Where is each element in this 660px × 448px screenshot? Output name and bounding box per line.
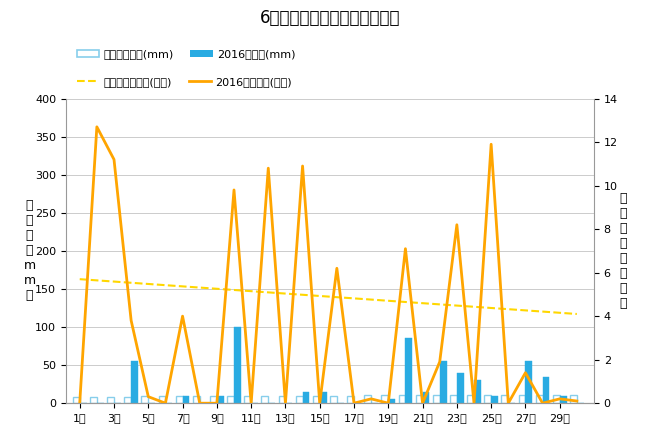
2016日照時間(時間): [401, 246, 409, 251]
2016日照時間(時間): [487, 142, 495, 147]
Bar: [261, 396, 268, 403]
Bar: [302, 392, 310, 403]
Y-axis label: 降
水
量
（
m
m
）: 降 水 量 （ m m ）: [24, 199, 36, 302]
2016日照時間(時間): [76, 401, 84, 406]
2016日照時間(時間): [453, 222, 461, 228]
2016日照時間(時間): [264, 165, 272, 171]
Bar: [227, 396, 234, 403]
Bar: [433, 395, 440, 403]
Bar: [158, 396, 166, 403]
2016日照時間(時間): [521, 370, 529, 375]
Bar: [440, 361, 447, 403]
Bar: [107, 397, 114, 403]
Bar: [399, 395, 405, 403]
2016日照時間(時間): [93, 124, 101, 129]
Bar: [474, 380, 481, 403]
2016日照時間(時間): [196, 401, 204, 406]
Text: 6月降水量・日照時間（日別）: 6月降水量・日照時間（日別）: [260, 9, 400, 27]
Bar: [124, 397, 131, 403]
2016日照時間(時間): [213, 401, 221, 406]
2016日照時間(時間): [418, 401, 426, 406]
Bar: [519, 395, 525, 403]
2016日照時間(時間): [367, 396, 375, 401]
2016日照時間(時間): [281, 401, 289, 406]
Bar: [422, 392, 430, 403]
Bar: [176, 396, 183, 403]
Bar: [90, 397, 97, 403]
Bar: [217, 396, 224, 403]
2016日照時間(時間): [127, 318, 135, 323]
2016日照時間(時間): [573, 398, 581, 404]
2016日照時間(時間): [162, 401, 170, 406]
Bar: [484, 395, 491, 403]
Bar: [319, 392, 327, 403]
Bar: [347, 396, 354, 403]
Bar: [364, 395, 371, 403]
2016日照時間(時間): [436, 359, 444, 365]
Bar: [73, 397, 80, 403]
2016日照時間(時間): [298, 164, 306, 169]
Bar: [193, 396, 200, 403]
Bar: [183, 396, 189, 403]
Bar: [313, 396, 319, 403]
Bar: [553, 395, 560, 403]
2016日照時間(時間): [179, 314, 187, 319]
2016日照時間(時間): [333, 266, 341, 271]
Bar: [525, 361, 532, 403]
Legend: 日照時間平年値(時間), 2016日照時間(時間): 日照時間平年値(時間), 2016日照時間(時間): [77, 77, 292, 87]
2016日照時間(時間): [110, 157, 118, 162]
Bar: [405, 339, 412, 403]
Bar: [388, 400, 395, 403]
Bar: [543, 376, 549, 403]
2016日照時間(時間): [470, 401, 478, 406]
Bar: [234, 327, 241, 403]
Bar: [416, 395, 422, 403]
Bar: [210, 396, 217, 403]
Bar: [536, 395, 543, 403]
Bar: [491, 396, 498, 403]
2016日照時間(時間): [145, 394, 152, 399]
Bar: [330, 396, 337, 403]
Bar: [560, 396, 566, 403]
Bar: [296, 396, 302, 403]
2016日照時間(時間): [504, 401, 512, 406]
2016日照時間(時間): [539, 401, 546, 406]
Bar: [570, 395, 577, 403]
2016日照時間(時間): [384, 401, 392, 406]
Bar: [467, 395, 474, 403]
Bar: [279, 396, 285, 403]
Line: 2016日照時間(時間): 2016日照時間(時間): [80, 127, 577, 403]
Bar: [131, 361, 138, 403]
2016日照時間(時間): [248, 401, 255, 406]
Bar: [502, 395, 508, 403]
Bar: [381, 395, 388, 403]
2016日照時間(時間): [556, 396, 564, 401]
Bar: [457, 373, 464, 403]
2016日照時間(時間): [315, 401, 323, 406]
2016日照時間(時間): [350, 401, 358, 406]
Y-axis label: 日
照
時
間
（
時
間
）: 日 照 時 間 （ 時 間 ）: [620, 192, 627, 310]
Bar: [141, 396, 149, 403]
Bar: [450, 395, 457, 403]
Bar: [244, 396, 251, 403]
2016日照時間(時間): [230, 187, 238, 193]
